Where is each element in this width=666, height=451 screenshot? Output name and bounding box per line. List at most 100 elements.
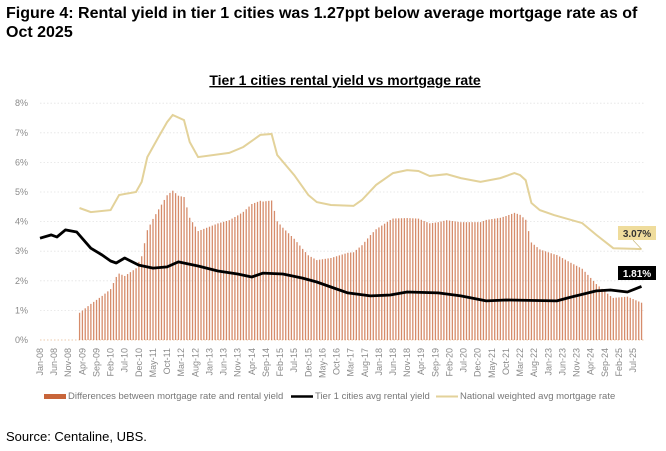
difference-bar (124, 275, 126, 340)
difference-bar (460, 222, 462, 340)
difference-bar (536, 247, 538, 340)
difference-bar (601, 288, 603, 340)
difference-bar (607, 293, 609, 340)
difference-bar (126, 274, 129, 340)
difference-bar (84, 308, 86, 340)
rental-yield-label-box (618, 266, 656, 280)
x-tick-label: Jan-18 (374, 348, 384, 376)
difference-bar (519, 214, 521, 340)
difference-bar (316, 260, 318, 340)
legend-swatch-bars (44, 394, 66, 399)
difference-bar (81, 310, 84, 340)
x-tick-label: Oct-21 (501, 348, 511, 375)
difference-bar (225, 221, 228, 340)
x-tick-label: Nov-18 (402, 348, 412, 377)
difference-bar (567, 261, 569, 340)
difference-bar (107, 291, 109, 340)
x-tick-label: Jun-23 (557, 348, 567, 376)
difference-bar (454, 221, 456, 340)
difference-bar (451, 220, 454, 340)
x-tick-label: Apr-19 (416, 348, 426, 375)
difference-bar (361, 245, 363, 340)
difference-bar (474, 222, 476, 340)
difference-bar (609, 296, 612, 340)
difference-bar (287, 233, 290, 340)
difference-bar (429, 223, 431, 340)
legend-label-mortgage-rate: National weighted avg mortgage rate (460, 391, 615, 402)
difference-bar (570, 262, 572, 340)
difference-bar (403, 218, 405, 340)
difference-bar (635, 300, 637, 340)
difference-bar (183, 197, 185, 340)
difference-bar (318, 259, 321, 340)
y-tick-label: 8% (15, 98, 28, 108)
difference-bar (304, 252, 307, 340)
difference-bar (383, 223, 386, 340)
x-tick-label: Nov-08 (63, 348, 73, 377)
x-tick-label: May-16 (317, 348, 327, 378)
difference-bar (282, 227, 284, 340)
y-tick-label: 2% (15, 276, 28, 286)
x-tick-label: Jul-20 (459, 348, 469, 373)
difference-bar (366, 238, 369, 340)
difference-bar (592, 280, 595, 340)
difference-bar (556, 254, 558, 340)
source-note: Source: Centaline, UBS. (6, 429, 147, 444)
difference-bar (299, 245, 301, 340)
difference-bar (138, 261, 140, 340)
difference-bar (327, 258, 329, 340)
difference-bar (550, 253, 552, 340)
difference-bar (203, 228, 205, 340)
difference-bar (174, 193, 177, 340)
difference-bar (237, 215, 239, 340)
x-tick-label: Apr-09 (77, 348, 87, 375)
x-tick-label: Dec-15 (303, 348, 313, 377)
difference-bar (143, 243, 146, 340)
difference-bar (110, 289, 112, 340)
difference-bar (578, 267, 581, 340)
difference-bar (341, 254, 343, 340)
difference-bar (400, 218, 403, 340)
difference-bar (575, 265, 578, 340)
difference-bar (135, 268, 137, 340)
difference-bar (417, 218, 420, 340)
x-tick-label: Mar-12 (176, 348, 186, 377)
difference-bar (350, 252, 352, 340)
difference-bar (544, 251, 547, 340)
difference-bar (626, 296, 629, 340)
difference-bar (513, 212, 516, 340)
mortgage-rate-label-box (618, 226, 656, 240)
difference-bar (598, 286, 600, 340)
difference-bar (573, 264, 575, 340)
y-tick-label: 7% (15, 128, 28, 138)
y-tick-label: 6% (15, 157, 28, 167)
difference-bar (468, 222, 470, 340)
difference-bar (522, 217, 524, 340)
difference-bar (590, 277, 592, 340)
difference-bar (95, 299, 98, 340)
x-tick-label: Mar-17 (346, 348, 356, 377)
difference-bar (479, 222, 482, 340)
difference-bar (559, 256, 561, 340)
difference-bar (629, 297, 631, 340)
difference-bar (581, 268, 583, 340)
difference-bar (248, 206, 250, 340)
difference-bar (539, 249, 541, 340)
difference-bar (129, 272, 132, 340)
difference-bar (530, 242, 533, 340)
difference-bar (542, 250, 544, 340)
difference-bar (638, 301, 640, 340)
difference-bar (347, 252, 349, 340)
difference-bar (615, 297, 617, 340)
x-tick-label: Apr-14 (247, 348, 257, 375)
x-tick-label: Jun-08 (49, 348, 59, 376)
difference-bar (434, 222, 437, 340)
difference-bar (496, 218, 499, 340)
difference-bar (604, 291, 606, 340)
difference-bar (389, 220, 391, 340)
difference-bar (485, 219, 487, 340)
difference-bar (333, 257, 335, 340)
x-tick-label: Jul-15 (289, 348, 299, 373)
difference-bar (262, 201, 264, 340)
difference-bar (93, 301, 95, 340)
